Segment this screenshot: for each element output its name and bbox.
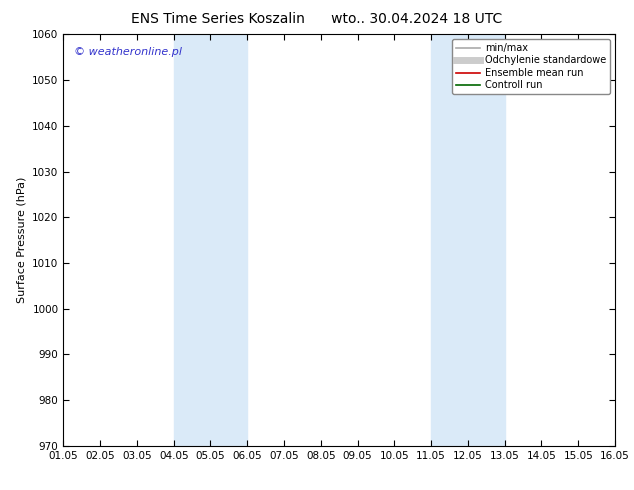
Text: ENS Time Series Koszalin      wto.. 30.04.2024 18 UTC: ENS Time Series Koszalin wto.. 30.04.202… xyxy=(131,12,503,26)
Text: © weatheronline.pl: © weatheronline.pl xyxy=(74,47,183,57)
Legend: min/max, Odchylenie standardowe, Ensemble mean run, Controll run: min/max, Odchylenie standardowe, Ensembl… xyxy=(452,39,610,94)
Bar xyxy=(431,34,505,446)
Bar xyxy=(174,34,247,446)
Y-axis label: Surface Pressure (hPa): Surface Pressure (hPa) xyxy=(16,177,27,303)
